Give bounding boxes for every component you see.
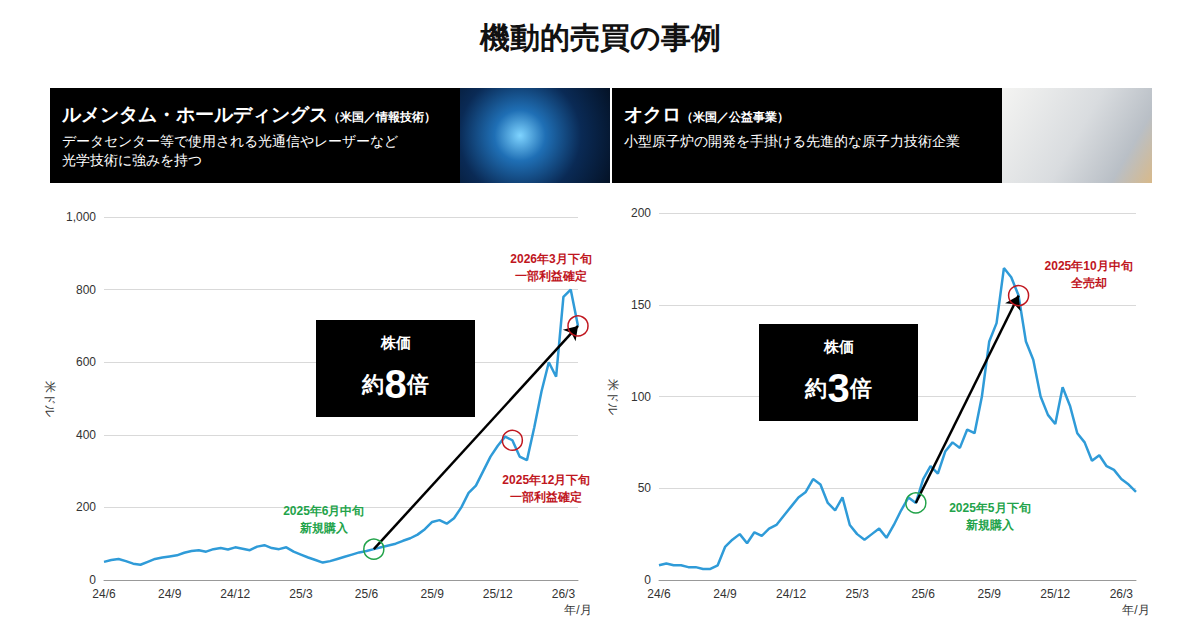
svg-text:24/9: 24/9 [158,587,182,601]
svg-text:24/9: 24/9 [713,587,737,601]
svg-text:2025年10月中旬: 2025年10月中旬 [1045,259,1133,273]
html-text:機動的売買の事例: 機動的売買の事例 [479,21,721,54]
svg-text:一部利益確定: 一部利益確定 [510,490,582,504]
svg-text:24/12: 24/12 [776,587,806,601]
svg-text:米ドル: 米ドル [606,379,620,415]
svg-text:400: 400 [76,428,96,442]
svg-text:24/12: 24/12 [220,587,250,601]
svg-text:一部利益確定: 一部利益確定 [515,269,587,283]
svg-text:倍: 倍 [849,376,872,401]
svg-text:800: 800 [76,283,96,297]
svg-text:2025年12月下旬: 2025年12月下旬 [502,473,590,487]
svg-text:25/12: 25/12 [1040,587,1070,601]
svg-text:26/3: 26/3 [552,587,576,601]
svg-text:25/6: 25/6 [355,587,379,601]
svg-text:全売却: 全売却 [1070,276,1107,290]
svg-text:25/9: 25/9 [420,587,444,601]
svg-text:8: 8 [384,362,406,406]
svg-text:24/6: 24/6 [92,587,116,601]
html-text:データセンター等で使用される光通信やレーザーなど: データセンター等で使用される光通信やレーザーなど [62,133,398,149]
svg-text:3: 3 [827,366,849,410]
html-text:ルメンタム・ホールディングス（米国／情報技術）: ルメンタム・ホールディングス（米国／情報技術） [62,104,436,125]
svg-text:24/6: 24/6 [647,587,671,601]
svg-text:200: 200 [631,206,651,220]
html-text:光学技術に強みを持つ: 光学技術に強みを持つ [62,152,202,168]
svg-text:0: 0 [644,573,651,587]
svg-text:25/3: 25/3 [289,587,313,601]
svg-text:150: 150 [631,298,651,312]
svg-text:株価: 株価 [823,338,854,355]
svg-text:100: 100 [631,390,651,404]
svg-text:1,000: 1,000 [66,210,96,224]
svg-text:600: 600 [76,355,96,369]
svg-text:2026年3月下旬: 2026年3月下旬 [510,252,591,266]
html-text:小型原子炉の開発を手掛ける先進的な原子力技術企業: 小型原子炉の開発を手掛ける先進的な原子力技術企業 [624,133,960,149]
svg-text:2025年6月中旬: 2025年6月中旬 [283,504,364,518]
svg-text:200: 200 [76,500,96,514]
svg-text:年/月: 年/月 [1122,603,1149,617]
svg-text:25/6: 25/6 [912,587,936,601]
svg-text:年/月: 年/月 [564,603,591,617]
svg-text:26/3: 26/3 [1110,587,1134,601]
svg-text:25/3: 25/3 [845,587,869,601]
svg-text:25/9: 25/9 [978,587,1002,601]
svg-text:約: 約 [804,376,827,401]
svg-text:25/12: 25/12 [483,587,513,601]
html-text:オクロ（米国／公益事業）: オクロ（米国／公益事業） [624,104,789,125]
svg-text:約: 約 [361,372,384,397]
svg-text:米ドル: 米ドル [43,381,57,417]
svg-text:新規購入: 新規購入 [965,518,1015,532]
svg-text:50: 50 [638,481,652,495]
svg-text:株価: 株価 [380,334,411,351]
svg-text:倍: 倍 [406,372,429,397]
svg-text:新規購入: 新規購入 [299,521,349,535]
svg-text:0: 0 [89,573,96,587]
svg-text:2025年5月下旬: 2025年5月下旬 [949,501,1030,515]
